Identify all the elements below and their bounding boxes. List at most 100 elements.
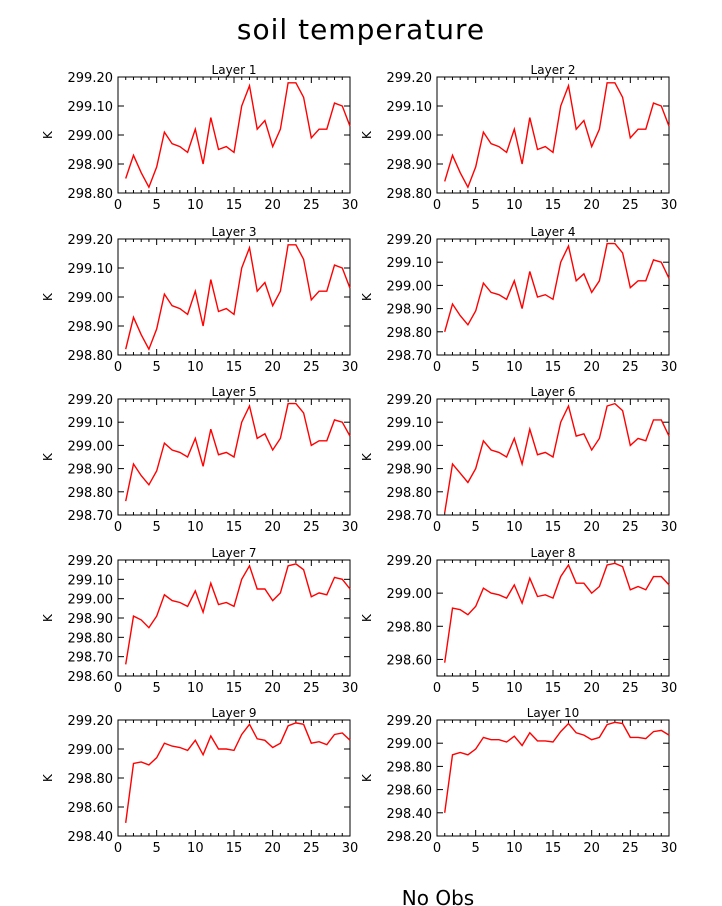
x-tick-label: 20	[583, 841, 600, 856]
y-tick-label: 298.80	[68, 631, 114, 646]
y-tick-label: 299.10	[68, 262, 114, 277]
x-tick-label: 25	[303, 198, 320, 213]
x-tick-label: 25	[622, 198, 639, 213]
panel-title: Layer 2	[531, 63, 576, 77]
y-tick-label: 298.80	[68, 772, 114, 787]
y-tick-label: 298.90	[68, 612, 114, 627]
x-tick-label: 5	[153, 520, 161, 535]
panel-layer-9: Layer 9 K 298.40 298.60 298.80 299.00 299.20 0 5…	[41, 706, 358, 856]
y-tick-label: 298.80	[387, 760, 433, 775]
panel-layer-6: Layer 6 K 298.70 298.80 298.90 299.00 299.10 29…	[360, 385, 677, 535]
x-tick-label: 15	[545, 520, 562, 535]
x-tick-label: 0	[433, 841, 441, 856]
y-tick-label: 299.00	[387, 587, 433, 602]
series-line	[125, 82, 351, 189]
y-axis-label: K	[41, 452, 55, 461]
x-tick-label: 20	[583, 520, 600, 535]
y-axis-label: K	[360, 292, 374, 301]
x-tick-label: 30	[661, 198, 678, 213]
x-tick-label: 5	[153, 841, 161, 856]
x-tick-label: 10	[187, 841, 204, 856]
y-axis-label: K	[360, 452, 374, 461]
x-tick-label: 15	[226, 360, 243, 375]
x-tick-label: 10	[187, 520, 204, 535]
x-tick-label: 5	[153, 198, 161, 213]
y-tick-label: 298.80	[68, 349, 114, 364]
x-tick-label: 5	[472, 360, 480, 375]
y-tick-label: 299.20	[68, 554, 114, 569]
y-tick-label: 299.00	[387, 439, 433, 454]
series-line	[444, 562, 670, 663]
y-tick-label: 298.60	[68, 801, 114, 816]
x-tick-label: 0	[433, 198, 441, 213]
panel-title: Layer 10	[527, 706, 580, 720]
y-tick-label: 299.10	[68, 573, 114, 588]
series-line	[444, 402, 670, 513]
y-tick-label: 298.80	[387, 187, 433, 202]
x-tick-label: 10	[187, 360, 204, 375]
panel-layer-1: Layer 1 K 298.80 298.90 299.00 299.10 299.20 0 5…	[41, 63, 358, 213]
series-line	[125, 244, 351, 351]
x-tick-label: 30	[342, 841, 359, 856]
panel-title: Layer 5	[212, 385, 257, 399]
x-tick-label: 30	[661, 841, 678, 856]
y-tick-label: 298.60	[387, 784, 433, 799]
y-tick-label: 298.90	[68, 463, 114, 478]
y-axis-label: K	[41, 292, 55, 301]
x-tick-label: 5	[472, 681, 480, 696]
y-tick-label: 299.00	[387, 129, 433, 144]
plot-frame	[117, 719, 351, 837]
x-tick-label: 20	[264, 198, 281, 213]
y-tick-label: 299.10	[387, 256, 433, 271]
panel-title: Layer 7	[212, 546, 257, 560]
x-tick-label: 5	[472, 198, 480, 213]
x-tick-label: 30	[342, 198, 359, 213]
y-axis-label: K	[360, 613, 374, 622]
y-tick-label: 298.90	[387, 463, 433, 478]
panel-layer-7: Layer 7 K 298.60 298.70 298.80 298.90 299.00 29…	[41, 546, 358, 696]
x-tick-label: 0	[433, 360, 441, 375]
plot-frame	[117, 559, 351, 677]
x-tick-label: 10	[506, 198, 523, 213]
x-tick-label: 0	[114, 520, 122, 535]
y-tick-label: 298.90	[387, 158, 433, 173]
x-tick-label: 25	[303, 360, 320, 375]
x-tick-label: 15	[545, 681, 562, 696]
y-tick-label: 299.20	[387, 714, 433, 729]
x-tick-label: 10	[187, 681, 204, 696]
x-tick-label: 15	[226, 520, 243, 535]
x-tick-label: 15	[226, 681, 243, 696]
y-tick-label: 298.80	[387, 326, 433, 341]
x-tick-label: 20	[583, 198, 600, 213]
x-tick-label: 0	[433, 520, 441, 535]
series-line	[444, 82, 670, 189]
panel-title: Layer 1	[212, 63, 257, 77]
x-tick-label: 20	[264, 841, 281, 856]
y-tick-label: 299.10	[387, 416, 433, 431]
x-tick-label: 0	[114, 681, 122, 696]
y-tick-label: 299.20	[387, 71, 433, 86]
y-tick-label: 299.00	[68, 743, 114, 758]
y-tick-label: 299.00	[68, 593, 114, 608]
x-tick-label: 30	[661, 360, 678, 375]
footer-label: No Obs	[402, 886, 474, 906]
x-tick-label: 15	[545, 360, 562, 375]
y-axis-label: K	[41, 773, 55, 782]
y-tick-label: 298.70	[68, 509, 114, 524]
y-tick-label: 299.20	[68, 233, 114, 248]
x-tick-label: 5	[472, 841, 480, 856]
panel-layer-8: Layer 8 K 298.60 298.80 299.00 299.20 0 5 10 15 20…	[360, 546, 677, 696]
y-tick-label: 298.70	[387, 509, 433, 524]
y-tick-label: 298.60	[387, 653, 433, 668]
series-line	[125, 402, 351, 502]
x-tick-label: 15	[226, 198, 243, 213]
x-tick-label: 15	[545, 841, 562, 856]
panel-title: Layer 8	[531, 546, 576, 560]
panel-title: Layer 3	[212, 225, 257, 239]
x-tick-label: 10	[187, 198, 204, 213]
x-tick-label: 25	[303, 681, 320, 696]
y-axis-label: K	[360, 130, 374, 139]
x-tick-label: 25	[303, 520, 320, 535]
y-tick-label: 299.20	[387, 393, 433, 408]
y-tick-label: 298.80	[387, 620, 433, 635]
